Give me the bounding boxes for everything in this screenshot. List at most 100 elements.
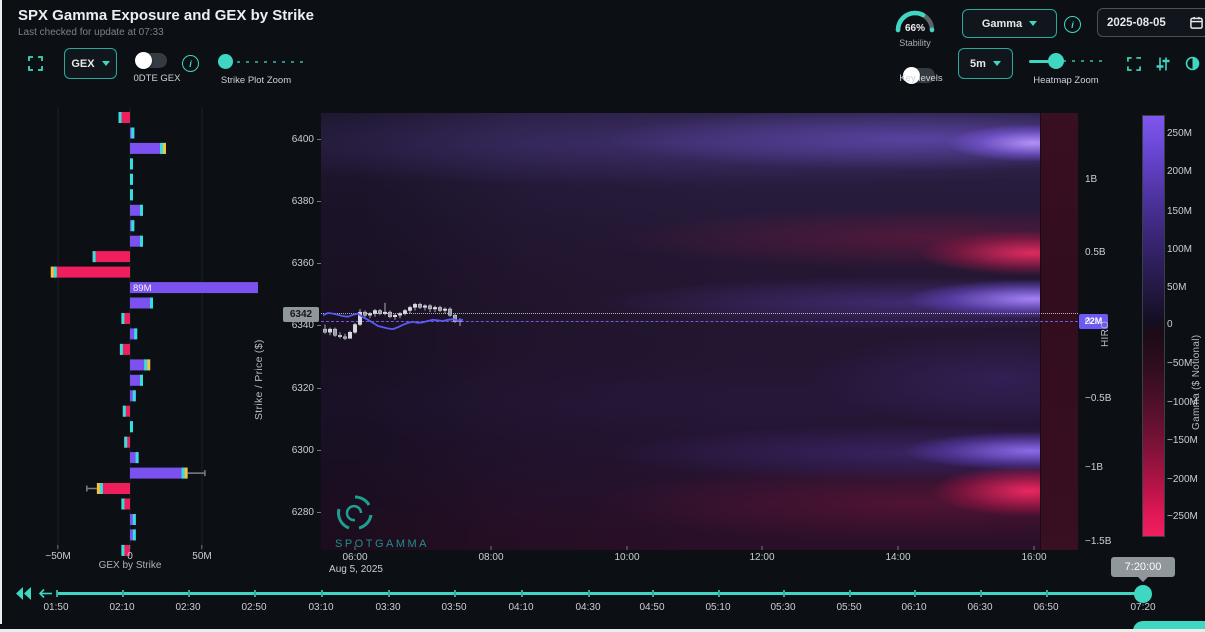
colorbar-tick-label: 200M xyxy=(1167,166,1193,177)
timeline-track[interactable] xyxy=(56,590,1143,597)
window-edge-bottom xyxy=(0,629,1205,632)
hiro-value-pill: 22M xyxy=(1079,314,1108,329)
slider-knob[interactable] xyxy=(218,54,233,69)
timeline-tick xyxy=(188,590,190,597)
hiro-tick-label: −0.5B xyxy=(1085,393,1112,404)
colorbar-tick-label: −250M xyxy=(1167,511,1198,522)
colorbar-tick-label: 0 xyxy=(1167,319,1173,330)
timeline-tick xyxy=(56,590,58,597)
stability-gauge: 66% Stability xyxy=(893,5,937,48)
strike-tick-label: 6340 xyxy=(292,320,321,331)
strike-tick-label: 6320 xyxy=(292,383,321,394)
timeline-tick-label: 04:50 xyxy=(639,602,665,613)
contrast-theme-icon[interactable] xyxy=(1185,56,1200,71)
strike-tick-label: 6360 xyxy=(292,258,321,269)
timeline-tick-label: 06:50 xyxy=(1033,602,1059,613)
hiro-axis-title: HIRO xyxy=(1100,320,1111,347)
hiro-tick-label: 0 xyxy=(1085,316,1091,327)
gamma-heatmap[interactable]: SPOTGAMMA xyxy=(321,113,1078,550)
metric-info-icon[interactable]: i xyxy=(1064,16,1081,33)
timeline-tick-label: 07:20 xyxy=(1130,602,1156,613)
current-price-pill: 6342 xyxy=(283,307,319,322)
timeline-tick xyxy=(980,590,982,597)
colorbar-tick-label: −100M xyxy=(1167,397,1198,408)
chevron-down-icon xyxy=(101,61,110,66)
timeline-tick-label: 04:30 xyxy=(575,602,601,613)
timeline-tick-label: 04:10 xyxy=(508,602,534,613)
timeline-tick xyxy=(388,590,390,597)
metric-dropdown-value: Gamma xyxy=(981,17,1023,30)
key-levels-toggle[interactable] xyxy=(903,67,935,84)
strike-price-axis-title: Strike / Price ($) xyxy=(253,339,265,420)
timeline-tick-label: 05:30 xyxy=(770,602,796,613)
timeline-tick xyxy=(718,590,720,597)
corner-accent-pill[interactable] xyxy=(1133,621,1205,632)
gex-dropdown[interactable]: GEX xyxy=(64,48,117,79)
gex-dropdown-value: GEX xyxy=(71,57,95,70)
timeline-tick-label: 01:50 xyxy=(43,602,69,613)
settings-tune-icon[interactable] xyxy=(1155,56,1171,72)
strike-fullscreen-icon[interactable] xyxy=(28,56,43,71)
odte-info-icon[interactable]: i xyxy=(182,55,199,72)
date-picker[interactable]: 2025-08-05 xyxy=(1097,8,1205,37)
stability-arc xyxy=(895,10,935,33)
timeline-tick-label: 05:50 xyxy=(836,602,862,613)
svg-text:89M: 89M xyxy=(133,283,152,294)
toggle-knob xyxy=(135,52,152,69)
hiro-tick-label: −1.5B xyxy=(1085,536,1112,547)
hiro-tick-label: 1B xyxy=(1085,174,1098,185)
step-back-icon[interactable] xyxy=(38,588,53,599)
stability-label: Stability xyxy=(899,38,931,48)
price-candles-and-hiro-line xyxy=(322,302,464,340)
timeline-tick xyxy=(914,590,916,597)
rewind-icon[interactable] xyxy=(16,587,32,600)
timeline-tick-label: 06:30 xyxy=(967,602,993,613)
metric-dropdown[interactable]: Gamma xyxy=(962,9,1057,38)
timeline-tick-label: 03:10 xyxy=(308,602,334,613)
calendar-icon xyxy=(1190,16,1203,29)
gamma-colorbar xyxy=(1142,115,1165,537)
date-value: 2025-08-05 xyxy=(1107,16,1166,29)
timeline-tick-label: 02:50 xyxy=(241,602,267,613)
strike-tick-label: 6280 xyxy=(292,507,321,518)
timeline-tick-label: 05:10 xyxy=(705,602,731,613)
gex-x-tick: −50M xyxy=(45,545,71,562)
gex-x-tick: 50M xyxy=(192,545,212,562)
heatmap-zoom-slider[interactable] xyxy=(1029,52,1103,70)
strike-tick-label: 6380 xyxy=(292,196,321,207)
timeline-tick xyxy=(849,590,851,597)
gex-by-strike-chart[interactable]: 89M xyxy=(20,105,300,565)
colorbar-tick-label: −200M xyxy=(1167,474,1198,485)
page-title: SPX Gamma Exposure and GEX by Strike xyxy=(18,7,314,24)
heatmap-fullscreen-icon[interactable] xyxy=(1127,57,1141,71)
date-axis-label: Aug 5, 2025 xyxy=(329,564,383,575)
odte-gex-label: 0DTE GEX xyxy=(133,73,181,84)
hiro-tick-label: −1B xyxy=(1085,462,1104,473)
last-checked-status: Last checked for update at 07:33 xyxy=(18,27,164,38)
interval-dropdown[interactable]: 5m xyxy=(958,48,1013,79)
timeline-tick xyxy=(1046,590,1048,597)
spotgamma-logo-icon xyxy=(337,495,373,530)
time-tick-label: 06:00 xyxy=(342,546,368,563)
strike-tick-label: 6400 xyxy=(292,134,321,145)
strike-plot-zoom-slider[interactable] xyxy=(218,54,303,70)
odte-gex-toggle[interactable] xyxy=(135,52,167,69)
timeline-tick xyxy=(254,590,256,597)
time-tick-label: 12:00 xyxy=(749,546,775,563)
timeline-tick xyxy=(588,590,590,597)
time-tick-label: 10:00 xyxy=(614,546,640,563)
timeline-tick-label: 03:50 xyxy=(441,602,467,613)
chevron-down-icon xyxy=(992,61,1001,66)
stability-value: 66% xyxy=(905,23,925,33)
timeline-handle[interactable] xyxy=(1134,585,1152,603)
gex-x-tick: 0 xyxy=(127,545,133,562)
spot-price-line xyxy=(321,313,1078,314)
strike-tick-label: 6300 xyxy=(292,445,321,456)
colorbar-tick-label: 150M xyxy=(1167,206,1193,217)
time-tick-label: 14:00 xyxy=(885,546,911,563)
chevron-down-icon xyxy=(1029,21,1038,26)
timeline-tick xyxy=(122,590,124,597)
colorbar-tick-label: −50M xyxy=(1167,358,1193,369)
slider-knob[interactable] xyxy=(1048,53,1064,69)
